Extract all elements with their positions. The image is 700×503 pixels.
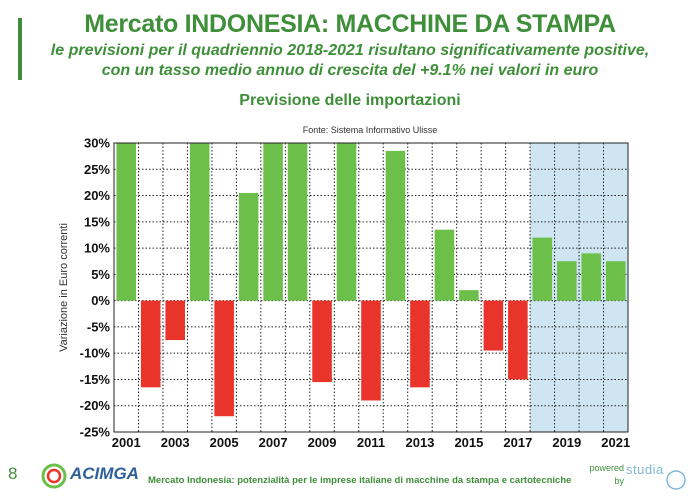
x-tick-label: 2019: [552, 435, 581, 450]
bar-2020: [581, 253, 602, 301]
y-tick-label: 25%: [84, 162, 110, 177]
bar-2001: [116, 143, 137, 301]
y-tick-label: 5%: [91, 267, 110, 282]
chart-title: Previsione delle importazioni: [239, 92, 461, 109]
y-tick-label: 20%: [84, 188, 110, 203]
powered-by: powered by: [574, 462, 624, 488]
x-tick-label: 2017: [503, 435, 532, 450]
bar-2017: [508, 300, 528, 380]
bar-2015: [459, 290, 479, 301]
footer-text: Mercato Indonesia: potenzialità per le i…: [148, 475, 572, 486]
x-tick-label: 2009: [308, 435, 337, 450]
bar-2007: [263, 143, 283, 301]
studia-logo-text: studia: [626, 462, 664, 477]
powered-line-1: powered: [589, 463, 624, 473]
x-tick-label: 2013: [405, 435, 434, 450]
x-tick-label: 2003: [161, 435, 190, 450]
x-tick-label: 2007: [259, 435, 288, 450]
y-tick-label: -25%: [80, 425, 111, 440]
page-title: Mercato INDONESIA: MACCHINE DA STAMPA: [84, 10, 616, 38]
y-tick-label: -15%: [80, 372, 111, 387]
page-subtitle: le previsioni per il quadriennio 2018-20…: [0, 41, 700, 81]
y-tick-label: 0%: [91, 293, 110, 308]
studia-logo-icon: [666, 470, 686, 490]
bar-2008: [287, 143, 308, 301]
bar-2016: [483, 300, 504, 351]
acimga-logo-text: ACIMGA: [70, 464, 139, 483]
acimga-logo-icon: [41, 463, 67, 489]
bar-2004: [189, 143, 210, 301]
y-tick-label: 10%: [84, 241, 110, 256]
chart-source: Fonte: Sistema Informativo Ulisse: [302, 125, 438, 135]
x-tick-label: 2011: [357, 435, 385, 450]
y-tick-label: 15%: [84, 214, 110, 229]
bar-2013: [410, 300, 430, 388]
bar-2014: [434, 229, 455, 301]
y-tick-label: -10%: [80, 346, 111, 361]
y-tick-label: 30%: [84, 136, 110, 151]
subtitle-line-1: le previsioni per il quadriennio 2018-20…: [50, 42, 650, 59]
y-axis-label: Variazione in Euro correnti: [58, 223, 70, 352]
bar-2003: [165, 300, 185, 341]
x-tick-label: 2015: [454, 435, 483, 450]
x-tick-label: 2005: [210, 435, 239, 450]
accent-bar: [18, 18, 22, 80]
studia-logo: studia: [626, 458, 686, 494]
subtitle-line-2: con un tasso medio annuo di crescita del…: [101, 62, 599, 79]
x-tick-label: 2001: [112, 435, 141, 450]
y-tick-label: -20%: [80, 398, 111, 413]
page-number: 8: [8, 464, 18, 483]
plot-border: [113, 142, 629, 433]
acimga-logo: ACIMGA: [40, 461, 145, 491]
bar-2012: [385, 150, 406, 301]
x-tick-label: 2021: [601, 435, 630, 450]
bar-2002: [140, 300, 161, 388]
bar-2005: [214, 300, 234, 417]
bar-2010: [336, 143, 357, 301]
bar-2011: [361, 300, 381, 401]
bar-2009: [312, 300, 332, 383]
powered-line-2: by: [614, 476, 624, 486]
bar-2018: [532, 237, 553, 301]
bar-2019: [557, 261, 577, 301]
bar-2006: [238, 192, 259, 301]
bar-2021: [605, 261, 626, 301]
y-tick-label: -5%: [87, 319, 111, 334]
